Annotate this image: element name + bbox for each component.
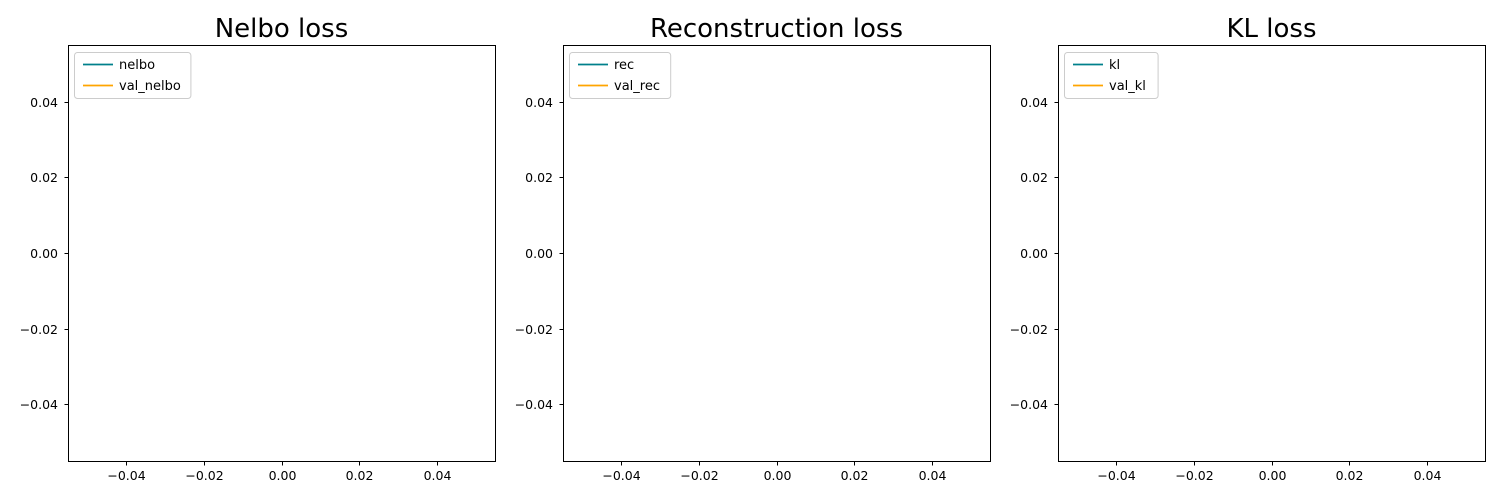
legend: rec val_rec — [569, 52, 672, 99]
legend-label-val_rec: val_rec — [614, 79, 660, 94]
legend-label-val_kl: val_kl — [1109, 79, 1146, 94]
y-tick-label: 0.02 — [30, 170, 58, 185]
x-tick-label: 0.00 — [269, 468, 297, 483]
legend: kl val_kl — [1064, 52, 1159, 99]
legend-label-nelbo: nelbo — [119, 58, 155, 73]
chart-panel-1: Nelbo loss −0.04 −0.02 0.00 0.02 0.04 0.04 0.02… — [20, 14, 496, 483]
y-tick-label: 0.00 — [1020, 246, 1048, 261]
x-tick-label: 0.04 — [424, 468, 452, 483]
y-tick-label: −0.02 — [515, 322, 553, 337]
chart-title: Reconstruction loss — [650, 14, 903, 44]
x-tick-label: 0.04 — [1414, 468, 1442, 483]
chart-panel-3: KL loss −0.04 −0.02 0.00 0.02 0.04 0.04 0.02 0.0… — [1010, 14, 1486, 483]
x-tick-label: −0.04 — [107, 468, 145, 483]
x-tick-label: 0.00 — [764, 468, 792, 483]
x-tick-label: −0.04 — [602, 468, 640, 483]
y-tick-label: 0.00 — [30, 246, 58, 261]
x-tick-label: −0.02 — [680, 468, 718, 483]
y-tick-label: 0.04 — [30, 95, 58, 110]
x-tick-label: 0.02 — [841, 468, 869, 483]
y-tick-label: 0.04 — [1020, 95, 1048, 110]
x-tick-label: −0.02 — [1175, 468, 1213, 483]
y-tick-label: −0.04 — [1010, 397, 1048, 412]
legend-label-val_nelbo: val_nelbo — [119, 79, 181, 94]
legend: nelbo val_nelbo — [74, 52, 192, 99]
y-tick-label: −0.02 — [20, 322, 58, 337]
y-tick-label: 0.02 — [1020, 170, 1048, 185]
y-tick-label: 0.04 — [525, 95, 553, 110]
x-tick-label: 0.00 — [1259, 468, 1287, 483]
x-tick-label: 0.02 — [346, 468, 374, 483]
y-tick-label: −0.04 — [515, 397, 553, 412]
x-tick-label: 0.02 — [1336, 468, 1364, 483]
y-tick-label: 0.02 — [525, 170, 553, 185]
y-tick-label: −0.04 — [20, 397, 58, 412]
chart-panel-2: Reconstruction loss −0.04 −0.02 0.00 0.02 0.0… — [515, 14, 991, 483]
legend-label-rec: rec — [614, 58, 634, 73]
x-tick-label: 0.04 — [919, 468, 947, 483]
chart-title: KL loss — [1226, 14, 1316, 44]
y-tick-label: 0.00 — [525, 246, 553, 261]
x-tick-label: −0.02 — [185, 468, 223, 483]
y-tick-label: −0.02 — [1010, 322, 1048, 337]
x-tick-label: −0.04 — [1097, 468, 1135, 483]
chart-title: Nelbo loss — [215, 14, 349, 44]
legend-label-kl: kl — [1109, 58, 1120, 73]
